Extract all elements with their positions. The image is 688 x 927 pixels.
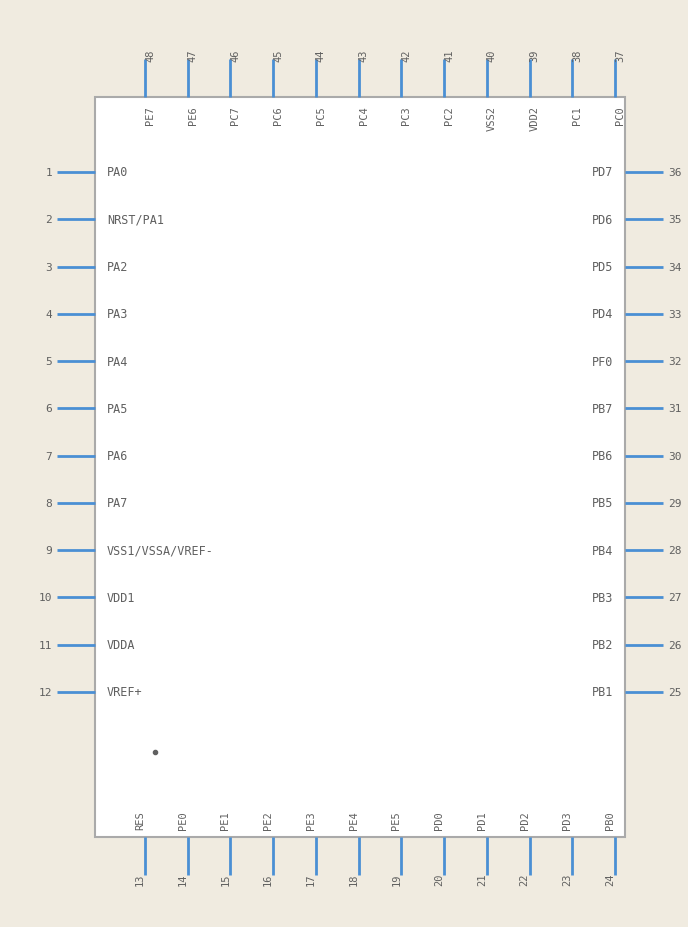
Text: PE0: PE0 bbox=[178, 810, 188, 829]
Text: PB3: PB3 bbox=[592, 591, 613, 604]
Text: RES: RES bbox=[135, 810, 145, 829]
Text: VDD1: VDD1 bbox=[107, 591, 136, 604]
Text: 1: 1 bbox=[45, 168, 52, 178]
Text: PD3: PD3 bbox=[562, 810, 572, 829]
Text: PD2: PD2 bbox=[519, 810, 530, 829]
Text: NRST/PA1: NRST/PA1 bbox=[107, 213, 164, 226]
Text: PD0: PD0 bbox=[434, 810, 444, 829]
Text: VSS2: VSS2 bbox=[487, 106, 497, 131]
Text: PA7: PA7 bbox=[107, 497, 129, 510]
Text: PD5: PD5 bbox=[592, 260, 613, 273]
Text: 21: 21 bbox=[477, 873, 487, 885]
Text: PB4: PB4 bbox=[592, 544, 613, 557]
Text: 16: 16 bbox=[264, 873, 273, 885]
Text: PE3: PE3 bbox=[306, 810, 316, 829]
Text: PA5: PA5 bbox=[107, 402, 129, 415]
Text: 26: 26 bbox=[668, 640, 682, 650]
Text: PA2: PA2 bbox=[107, 260, 129, 273]
Text: 32: 32 bbox=[668, 357, 682, 367]
Text: 14: 14 bbox=[178, 873, 188, 885]
Text: PE6: PE6 bbox=[188, 106, 197, 124]
Text: 47: 47 bbox=[188, 50, 197, 62]
Text: PE7: PE7 bbox=[145, 106, 155, 124]
Text: VDDA: VDDA bbox=[107, 639, 136, 652]
Text: 4: 4 bbox=[45, 310, 52, 320]
Text: 30: 30 bbox=[668, 451, 682, 461]
Text: 39: 39 bbox=[530, 50, 539, 62]
Text: 48: 48 bbox=[145, 50, 155, 62]
Text: 3: 3 bbox=[45, 262, 52, 273]
Text: 37: 37 bbox=[615, 50, 625, 62]
Text: 13: 13 bbox=[135, 873, 145, 885]
Text: 25: 25 bbox=[668, 687, 682, 697]
Text: 18: 18 bbox=[349, 873, 358, 885]
Text: 15: 15 bbox=[220, 873, 230, 885]
Text: PC0: PC0 bbox=[615, 106, 625, 124]
Text: PE2: PE2 bbox=[264, 810, 273, 829]
Text: 11: 11 bbox=[39, 640, 52, 650]
Text: 5: 5 bbox=[45, 357, 52, 367]
Text: 12: 12 bbox=[39, 687, 52, 697]
Text: PA4: PA4 bbox=[107, 355, 129, 368]
Text: PD6: PD6 bbox=[592, 213, 613, 226]
Text: 29: 29 bbox=[668, 499, 682, 508]
Text: 2: 2 bbox=[45, 215, 52, 225]
Text: 23: 23 bbox=[562, 873, 572, 885]
Text: 41: 41 bbox=[444, 50, 454, 62]
Text: 19: 19 bbox=[391, 873, 401, 885]
Text: PB2: PB2 bbox=[592, 639, 613, 652]
Text: 36: 36 bbox=[668, 168, 682, 178]
Text: 46: 46 bbox=[230, 50, 240, 62]
Text: PC6: PC6 bbox=[273, 106, 283, 124]
Text: PA6: PA6 bbox=[107, 450, 129, 463]
Text: 10: 10 bbox=[39, 592, 52, 603]
Text: 43: 43 bbox=[358, 50, 369, 62]
Text: 34: 34 bbox=[668, 262, 682, 273]
Text: PD7: PD7 bbox=[592, 166, 613, 179]
Text: PB6: PB6 bbox=[592, 450, 613, 463]
Text: 42: 42 bbox=[401, 50, 411, 62]
Text: PC1: PC1 bbox=[572, 106, 582, 124]
Text: 40: 40 bbox=[487, 50, 497, 62]
Text: PC2: PC2 bbox=[444, 106, 454, 124]
Text: 38: 38 bbox=[572, 50, 582, 62]
Text: PC7: PC7 bbox=[230, 106, 240, 124]
Text: PF0: PF0 bbox=[592, 355, 613, 368]
Text: PE1: PE1 bbox=[220, 810, 230, 829]
Text: PB1: PB1 bbox=[592, 686, 613, 699]
Text: 22: 22 bbox=[519, 873, 530, 885]
Text: PA0: PA0 bbox=[107, 166, 129, 179]
Text: PD4: PD4 bbox=[592, 308, 613, 321]
Text: PE4: PE4 bbox=[349, 810, 358, 829]
Text: 44: 44 bbox=[316, 50, 326, 62]
Text: PC4: PC4 bbox=[358, 106, 369, 124]
Text: 35: 35 bbox=[668, 215, 682, 225]
Text: 24: 24 bbox=[605, 873, 615, 885]
Text: VREF+: VREF+ bbox=[107, 686, 142, 699]
Text: 45: 45 bbox=[273, 50, 283, 62]
Text: 8: 8 bbox=[45, 499, 52, 508]
Text: 6: 6 bbox=[45, 404, 52, 414]
Bar bbox=[95, 98, 625, 837]
Text: PE5: PE5 bbox=[391, 810, 401, 829]
Text: PB7: PB7 bbox=[592, 402, 613, 415]
Text: 20: 20 bbox=[434, 873, 444, 885]
Text: PA3: PA3 bbox=[107, 308, 129, 321]
Text: 17: 17 bbox=[306, 873, 316, 885]
Text: 33: 33 bbox=[668, 310, 682, 320]
Text: 28: 28 bbox=[668, 546, 682, 555]
Text: VDD2: VDD2 bbox=[530, 106, 539, 131]
Text: PB5: PB5 bbox=[592, 497, 613, 510]
Text: PC5: PC5 bbox=[316, 106, 326, 124]
Text: PC3: PC3 bbox=[401, 106, 411, 124]
Text: 27: 27 bbox=[668, 592, 682, 603]
Text: PB0: PB0 bbox=[605, 810, 615, 829]
Text: 31: 31 bbox=[668, 404, 682, 414]
Text: VSS1/VSSA/VREF-: VSS1/VSSA/VREF- bbox=[107, 544, 214, 557]
Text: PD1: PD1 bbox=[477, 810, 487, 829]
Text: 7: 7 bbox=[45, 451, 52, 461]
Text: 9: 9 bbox=[45, 546, 52, 555]
